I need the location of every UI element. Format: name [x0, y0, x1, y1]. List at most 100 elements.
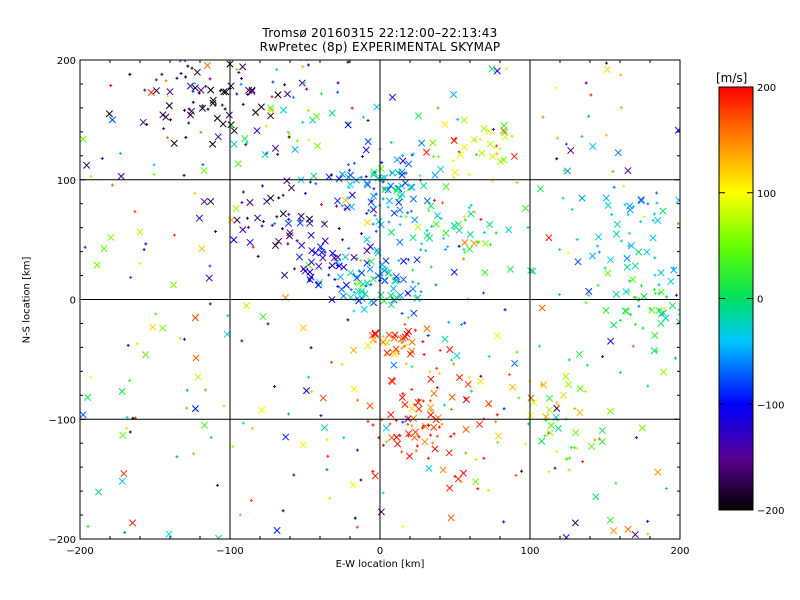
data-point-plus: [184, 75, 188, 79]
data-point-cross: [598, 426, 606, 435]
data-point-cross: [377, 291, 385, 299]
data-point-plus: [401, 392, 405, 396]
data-point-cross: [624, 167, 632, 175]
data-point-plus: [400, 311, 404, 315]
data-point-cross: [401, 333, 409, 341]
data-point-cross: [318, 248, 326, 256]
data-point-cross: [306, 276, 314, 284]
data-point-plus: [240, 76, 244, 80]
data-point-plus: [357, 269, 361, 273]
data-point-cross: [481, 239, 489, 247]
data-point-plus: [653, 273, 657, 277]
data-point-plus: [555, 401, 559, 405]
data-point-plus: [416, 282, 420, 286]
data-point-plus: [464, 451, 468, 455]
data-point-plus: [218, 89, 222, 93]
data-point-cross: [527, 411, 535, 419]
data-point-plus: [384, 353, 388, 357]
data-point-plus: [179, 72, 183, 76]
data-point-plus: [627, 231, 631, 235]
data-point-plus: [310, 390, 314, 394]
data-point-plus: [626, 213, 630, 217]
data-point-cross: [686, 315, 692, 321]
data-point-plus: [438, 348, 442, 352]
data-point-plus: [510, 134, 514, 138]
data-point-cross: [193, 68, 201, 76]
data-point-plus: [359, 232, 363, 236]
data-point-cross: [377, 508, 385, 516]
data-point-plus: [336, 90, 340, 94]
data-point-plus: [580, 134, 584, 138]
data-point-plus: [639, 220, 643, 224]
data-point-plus: [192, 452, 196, 456]
data-point-cross: [373, 246, 381, 254]
data-point-cross: [575, 350, 583, 358]
data-point-plus: [235, 92, 239, 96]
data-point-cross: [478, 149, 486, 157]
data-point-cross: [230, 127, 238, 135]
data-point-cross: [649, 234, 657, 242]
colorbar: −200 −100 0 100 200: [718, 83, 784, 517]
data-point-cross: [546, 429, 554, 437]
data-point-plus: [386, 205, 390, 209]
data-point-cross: [684, 295, 690, 301]
data-point-plus: [302, 81, 306, 85]
data-point-cross: [159, 111, 167, 119]
data-point-plus: [261, 184, 265, 188]
data-point-plus: [319, 202, 323, 206]
data-point-cross: [411, 216, 419, 224]
data-point-plus: [457, 244, 461, 248]
data-point-plus: [555, 136, 559, 140]
data-point-cross: [120, 470, 128, 478]
data-point-cross: [433, 211, 441, 220]
data-point-plus: [128, 72, 132, 76]
data-point-plus: [182, 337, 186, 341]
data-point-plus: [346, 196, 350, 200]
data-point-cross: [333, 197, 342, 205]
data-point-cross: [388, 169, 396, 177]
data-point-plus: [657, 283, 661, 287]
data-point-cross: [659, 207, 667, 215]
data-point-cross: [426, 234, 434, 242]
data-point-cross: [698, 211, 704, 217]
data-point-plus: [398, 434, 402, 438]
data-point-plus: [442, 236, 446, 240]
data-point-plus: [447, 320, 451, 324]
data-point-plus: [371, 276, 375, 280]
data-point-plus: [273, 222, 277, 226]
data-point-plus: [429, 265, 433, 269]
data-point-plus: [400, 341, 404, 345]
data-point-plus: [199, 130, 203, 134]
y-axis-label: N-S location [km]: [21, 256, 33, 344]
data-point-plus: [271, 80, 275, 84]
chart-title: Tromsø 20160315 22:12:00–22:13:43: [262, 26, 498, 40]
data-point-cross: [442, 229, 450, 237]
data-point-plus: [144, 242, 148, 246]
data-point-cross: [409, 195, 418, 203]
data-point-plus: [306, 109, 310, 113]
data-point-cross: [394, 440, 402, 448]
data-point-cross: [427, 375, 435, 383]
data-point-plus: [118, 151, 122, 155]
data-point-plus: [335, 204, 339, 208]
data-point-plus: [249, 498, 253, 502]
data-point-plus: [486, 488, 490, 492]
data-point-cross: [559, 391, 568, 399]
data-point-cross: [230, 140, 238, 148]
data-point-plus: [502, 520, 506, 524]
data-point-plus: [356, 398, 360, 402]
data-point-plus: [401, 524, 405, 528]
data-point-cross: [348, 191, 356, 199]
data-point-cross: [321, 237, 329, 245]
y-tick-label: 0: [70, 296, 76, 307]
data-point-cross: [448, 393, 456, 401]
data-point-cross: [420, 182, 428, 190]
data-point-plus: [637, 304, 641, 308]
data-point-cross: [637, 196, 645, 204]
data-point-plus: [295, 239, 299, 243]
data-point-plus: [406, 316, 410, 320]
data-point-plus: [453, 474, 457, 478]
data-point-cross: [369, 206, 378, 214]
data-point-cross: [486, 221, 494, 229]
data-point-plus: [641, 326, 645, 330]
